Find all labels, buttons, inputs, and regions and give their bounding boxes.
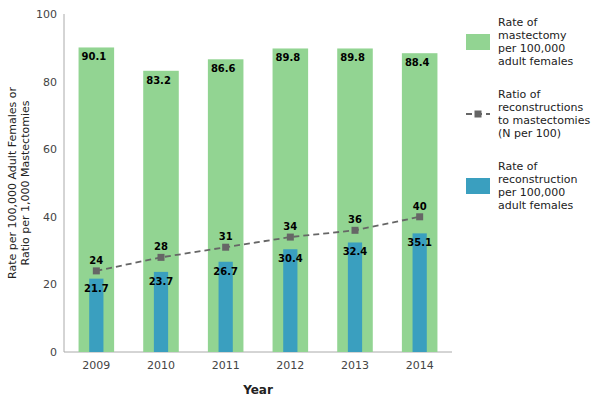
- data-label: 24: [89, 255, 103, 266]
- y-tick-label: 40: [43, 211, 57, 224]
- line-marker: [158, 254, 165, 261]
- x-axis-label: Year: [242, 383, 273, 397]
- y-tick-label: 60: [43, 143, 57, 156]
- data-label: 30.4: [278, 253, 303, 264]
- y-axis-label-line: Rate per 100,000 Adult Females or: [6, 87, 19, 279]
- legend-label-line: adult females: [498, 55, 573, 68]
- chart-container: 0 20 40 60 80 100 2009 2010 2011 2012 2013 2014 Year…: [0, 0, 600, 405]
- line-marker: [93, 267, 100, 274]
- legend-label-line: to mastectomies: [498, 114, 590, 127]
- bar: [79, 47, 115, 352]
- ratio-line: [96, 217, 419, 271]
- x-tick-label: 2014: [406, 359, 434, 372]
- legend-label-line: per 100,000: [498, 42, 565, 55]
- x-tick-label: 2013: [341, 359, 369, 372]
- x-axis-line: [64, 352, 452, 353]
- chart-svg: 0 20 40 60 80 100 2009 2010 2011 2012 2013 2014 Year…: [0, 0, 600, 405]
- data-label: 83.2: [146, 75, 171, 86]
- legend-label: Ratio ofreconstructionsto mastectomies(N…: [498, 88, 590, 140]
- data-label: 86.6: [211, 63, 236, 74]
- x-tick-label: 2012: [276, 359, 304, 372]
- data-label: 28: [154, 241, 168, 252]
- bar: [348, 242, 362, 352]
- legend-label-line: Rate of: [498, 16, 538, 29]
- data-label: 34: [283, 221, 297, 232]
- legend-label-line: mastectomy: [498, 29, 567, 42]
- data-label: 31: [219, 231, 233, 242]
- y-axis-label-line: Ratio per 1,000 Mastectomies: [19, 100, 32, 265]
- y-tick-label: 80: [43, 76, 57, 89]
- bar: [413, 233, 427, 352]
- data-label: 88.4: [405, 57, 430, 68]
- bar: [208, 59, 244, 352]
- data-label: 35.1: [407, 237, 432, 248]
- x-tick-label: 2010: [147, 359, 175, 372]
- bar: [337, 48, 373, 352]
- x-tick-label: 2011: [212, 359, 240, 372]
- legend-label-line: Ratio of: [498, 88, 541, 101]
- data-label: 21.7: [84, 283, 109, 294]
- y-tick-label: 20: [43, 278, 57, 291]
- line-marker: [352, 227, 359, 234]
- legend-swatch: [466, 178, 490, 194]
- legend-swatch: [466, 34, 490, 50]
- bar: [283, 249, 297, 352]
- bar: [402, 53, 438, 352]
- data-label: 40: [413, 201, 427, 212]
- legend-label-line: reconstruction: [498, 173, 577, 186]
- legend-label: Rate ofmastectomyper 100,000adult female…: [498, 16, 573, 68]
- x-tick-label: 2009: [82, 359, 110, 372]
- legend-label: Rate ofreconstructionper 100,000adult fe…: [498, 160, 577, 212]
- legend-label-line: per 100,000: [498, 186, 565, 199]
- data-label: 36: [348, 214, 362, 225]
- data-label: 89.8: [340, 52, 365, 63]
- y-tick-label: 0: [50, 346, 57, 359]
- data-label: 32.4: [343, 246, 368, 257]
- legend-label-line: reconstructions: [498, 101, 583, 114]
- legend-label-line: adult females: [498, 199, 573, 212]
- y-tick-label: 100: [36, 8, 57, 21]
- data-labels: 90.1 83.2 86.6 89.8 89.8 88.4 21.7 23.7 26.7 30.4…: [82, 51, 432, 293]
- line-marker: [287, 234, 294, 241]
- y-axis-line: [64, 14, 65, 352]
- line-marker: [416, 213, 423, 220]
- bar: [273, 48, 309, 352]
- data-label: 23.7: [149, 276, 174, 287]
- legend-label-line: Rate of: [498, 160, 538, 173]
- line-marker: [222, 244, 229, 251]
- y-axis-label: Rate per 100,000 Adult Females orRatio p…: [6, 87, 32, 279]
- data-label: 90.1: [82, 51, 107, 62]
- data-label: 89.8: [276, 52, 301, 63]
- legend: Rate ofmastectomyper 100,000adult female…: [466, 16, 590, 212]
- bar: [143, 71, 179, 352]
- data-label: 26.7: [213, 266, 238, 277]
- marks: [79, 47, 438, 352]
- legend-label-line: (N per 100): [498, 127, 561, 140]
- legend-swatch-marker: [475, 111, 482, 118]
